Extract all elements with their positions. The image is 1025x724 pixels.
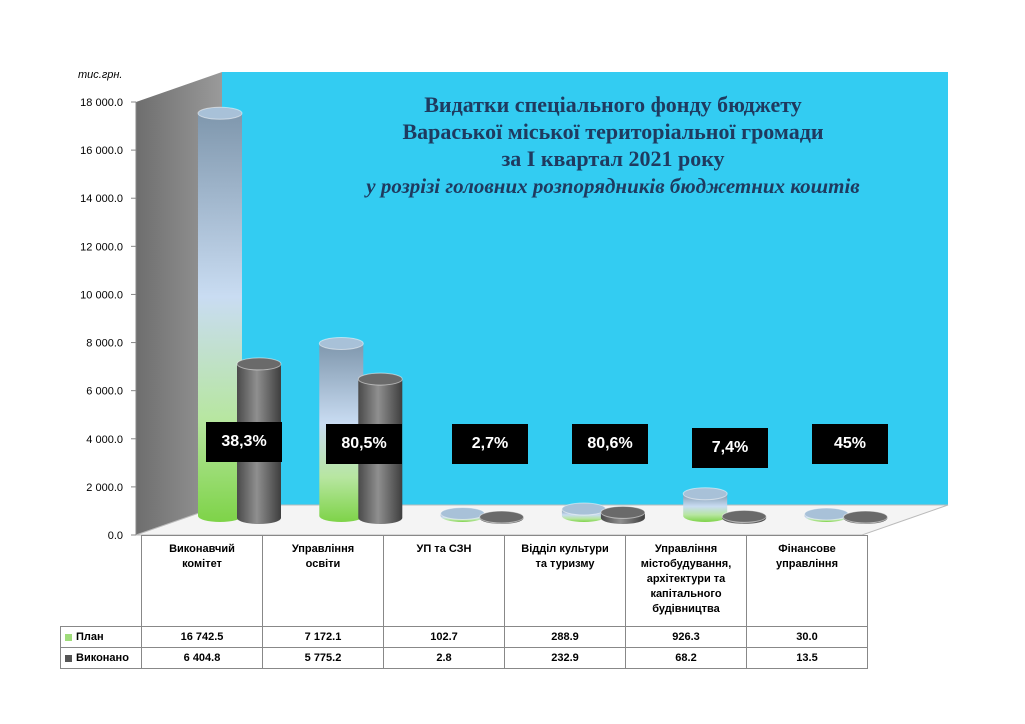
category-label: комітет [182,558,222,570]
bar-plan [197,106,243,522]
category-label: Фінансове [778,543,836,555]
exec-value-1: 5 775.2 [262,647,384,669]
percent-label: 38,3% [221,433,266,450]
exec-value-3: 232.9 [504,647,626,669]
category-label: освіти [305,558,341,570]
bar-exec [843,510,888,524]
chart-title-line-2: Вараської міської територіальної громади [402,119,823,144]
exec-value-4: 68.2 [625,647,747,669]
legend-exec-label: Виконано [76,652,129,664]
plan-swatch-icon [65,633,72,641]
category-cell-3: Відділ культури та туризму [504,535,626,627]
category-row: Виконавчий комітет Управління освіти УП та… [60,535,868,627]
chart-subtitle: у розрізі головних розпорядників бюджетн… [363,174,860,198]
category-label: архітектури та [646,573,726,585]
percent-label: 45% [834,435,866,452]
bar-exec [479,510,525,524]
bar-plan [440,507,486,522]
plan-row: План 16 742.5 7 172.1 102.7 288.9 926.3 … [60,626,868,648]
bar-plan [561,502,607,522]
category-cell-2: УП та СЗН [383,535,505,627]
exec-value-2: 2.8 [383,647,505,669]
y-tick-label: 2 000.0 [86,482,123,494]
category-label: Виконавчий [169,543,235,555]
percent-label-box [812,424,888,464]
plan-value-1: 7 172.1 [262,626,384,648]
category-cell-4: Управління містобудування, архітектури та к… [625,535,747,627]
exec-swatch-icon [65,654,72,662]
category-label: УП та СЗН [416,543,472,555]
y-tick-label: 14 000.0 [80,193,123,205]
category-label: Управління [291,543,355,555]
y-tick-label: 4 000.0 [86,434,123,446]
y-tick-label: 8 000.0 [86,338,123,350]
percent-label-box [572,424,648,464]
y-axis-unit-label: тис.грн. [78,69,123,81]
y-tick-label: 10 000.0 [80,289,123,301]
bar-plan [804,507,849,522]
chart-title-line-1: Видатки спеціального фонду бюджету [424,92,802,117]
chart-title-line-3: за І квартал 2021 року [501,146,724,171]
y-tick-label: 6 000.0 [86,386,123,398]
exec-row: Виконано 6 404.8 5 775.2 2.8 232.9 68.2 … [60,647,868,669]
percent-label-box [206,422,282,462]
percent-label-box [452,424,528,464]
legend-exec: Виконано [60,647,142,669]
percent-label-box [692,428,768,468]
y-tick-label: 18 000.0 [80,97,123,109]
table-corner [60,535,142,627]
category-label: управління [776,558,838,570]
plan-value-3: 288.9 [504,626,626,648]
exec-value-5: 13.5 [746,647,868,669]
category-label: та туризму [535,558,595,570]
exec-value-0: 6 404.8 [141,647,263,669]
legend-plan: План [60,626,142,648]
category-label: будівництва [652,603,720,615]
category-label: капітального [650,588,722,600]
category-label: містобудування, [640,558,732,570]
category-cell-0: Виконавчий комітет [141,535,263,627]
y-tick-label: 16 000.0 [80,145,123,157]
legend-plan-label: План [76,631,104,643]
percent-label: 2,7% [472,435,508,452]
bar-plan [682,487,728,522]
percent-label-box [326,424,402,464]
category-label: Відділ культури [521,543,609,555]
category-label: Управління [654,543,718,555]
bar-exec [600,505,646,524]
bar-exec [721,509,767,524]
percent-label: 7,4% [712,439,748,456]
plan-value-5: 30.0 [746,626,868,648]
percent-label: 80,5% [341,435,386,452]
plan-value-4: 926.3 [625,626,747,648]
y-tick-label: 12 000.0 [80,241,123,253]
percent-label: 80,6% [587,435,632,452]
plan-value-0: 16 742.5 [141,626,263,648]
chart-back-wall [222,72,948,505]
category-cell-1: Управління освіти [262,535,384,627]
category-cell-5: Фінансове управління [746,535,868,627]
data-table: Виконавчий комітет Управління освіти УП та… [60,535,868,669]
plan-value-2: 102.7 [383,626,505,648]
